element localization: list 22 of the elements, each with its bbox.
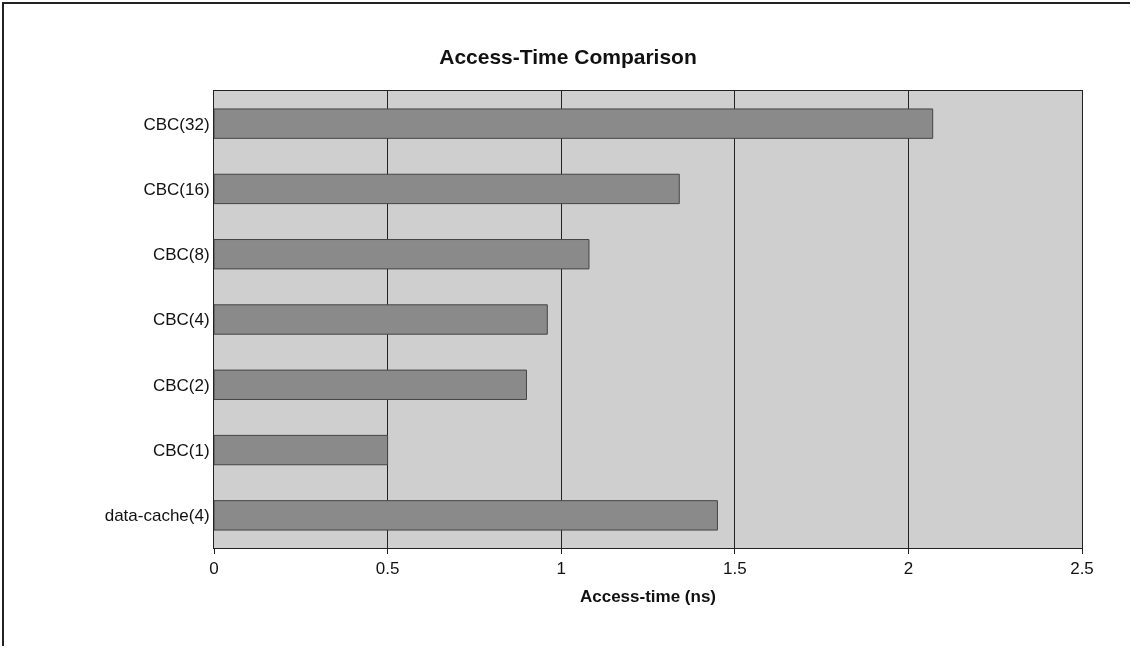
x-tick-label: 0.5 [375,559,400,579]
x-tick-label: 1.5 [722,559,747,579]
bar [214,500,718,531]
x-axis-title: Access-time (ns) [579,586,717,606]
y-tick-label: CBC(8) [152,245,210,265]
bar [214,173,680,205]
bar [214,304,548,335]
bar [214,239,590,270]
bar [214,434,389,466]
bar [214,369,527,400]
x-tick-label: 1 [556,559,566,579]
y-tick-label: CBC(32) [143,114,210,134]
y-tick-label: CBC(2) [152,375,210,395]
x-tick-label: 2.5 [1070,559,1094,579]
y-tick-label: CBC(4) [152,310,210,330]
y-tick-label: CBC(16) [143,179,210,199]
x-tick-label: 0 [209,559,219,579]
y-tick-label: CBC(1) [152,441,210,461]
y-tick-label: data-cache(4) [104,506,210,526]
x-tick-label: 2 [903,559,914,579]
chart-title: Access-Time Comparison [439,44,697,68]
bar [214,108,934,139]
